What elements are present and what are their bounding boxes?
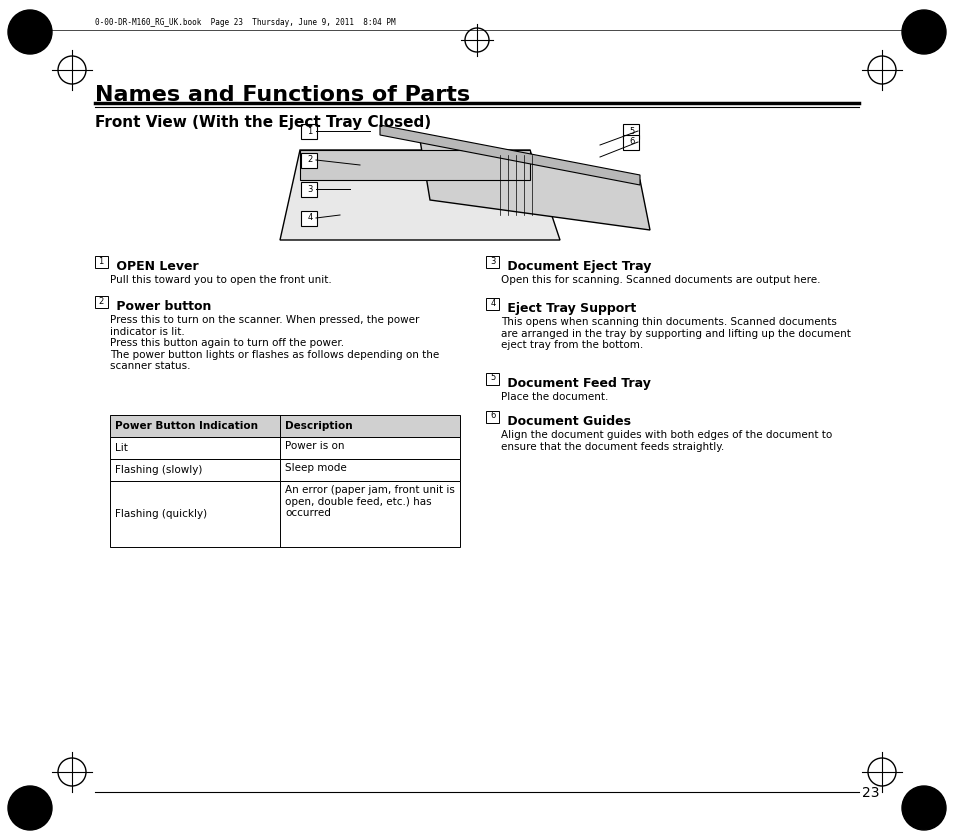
Text: Names and Functions of Parts: Names and Functions of Parts — [95, 85, 470, 105]
Text: An error (paper jam, front unit is
open, double feed, etc.) has
occurred: An error (paper jam, front unit is open,… — [285, 485, 455, 518]
Text: Flashing (slowly): Flashing (slowly) — [115, 465, 202, 475]
Text: Align the document guides with both edges of the document to
ensure that the doc: Align the document guides with both edge… — [500, 430, 831, 452]
Bar — [110, 481, 459, 547]
Text: 23: 23 — [862, 786, 879, 800]
FancyBboxPatch shape — [622, 124, 639, 139]
Bar — [110, 459, 459, 481]
Text: Front View (With the Eject Tray Closed): Front View (With the Eject Tray Closed) — [95, 115, 431, 130]
Text: Document Eject Tray: Document Eject Tray — [502, 260, 651, 273]
Text: Power button: Power button — [112, 300, 212, 313]
Text: 0-00-DR-M160_RG_UK.book  Page 23  Thursday, June 9, 2011  8:04 PM: 0-00-DR-M160_RG_UK.book Page 23 Thursday… — [95, 18, 395, 27]
Text: Sleep mode: Sleep mode — [285, 463, 346, 473]
Polygon shape — [299, 150, 530, 180]
FancyBboxPatch shape — [486, 297, 499, 309]
FancyBboxPatch shape — [94, 255, 108, 267]
Text: 1: 1 — [307, 127, 313, 135]
FancyBboxPatch shape — [301, 124, 316, 139]
Text: Flashing (quickly): Flashing (quickly) — [115, 509, 207, 519]
Text: 5: 5 — [490, 374, 496, 382]
Text: This opens when scanning thin documents. Scanned documents
are arranged in the t: This opens when scanning thin documents.… — [500, 317, 850, 350]
Circle shape — [901, 10, 945, 54]
Text: Lit: Lit — [115, 443, 128, 453]
Bar — [110, 437, 459, 459]
Polygon shape — [280, 150, 559, 240]
Text: OPEN Lever: OPEN Lever — [112, 260, 198, 273]
Text: Open this for scanning. Scanned documents are output here.: Open this for scanning. Scanned document… — [500, 275, 820, 285]
Circle shape — [901, 786, 945, 830]
Text: 3: 3 — [307, 185, 313, 193]
Text: 1: 1 — [98, 256, 104, 265]
Text: 4: 4 — [490, 298, 496, 307]
Text: Place the document.: Place the document. — [500, 392, 608, 402]
Text: Power Button Indication: Power Button Indication — [115, 421, 257, 431]
Circle shape — [8, 786, 52, 830]
FancyBboxPatch shape — [622, 135, 639, 150]
Text: 6: 6 — [629, 138, 634, 146]
FancyBboxPatch shape — [94, 296, 108, 307]
FancyBboxPatch shape — [301, 211, 316, 226]
Bar — [110, 415, 459, 437]
Text: Document Feed Tray: Document Feed Tray — [502, 377, 650, 390]
FancyBboxPatch shape — [486, 255, 499, 267]
Text: Pull this toward you to open the front unit.: Pull this toward you to open the front u… — [110, 275, 332, 285]
Circle shape — [8, 10, 52, 54]
Text: 2: 2 — [98, 297, 104, 306]
Text: 3: 3 — [490, 256, 496, 265]
Text: 6: 6 — [490, 412, 496, 421]
FancyBboxPatch shape — [486, 372, 499, 385]
FancyBboxPatch shape — [301, 182, 316, 197]
Text: Press this to turn on the scanner. When pressed, the power
indicator is lit.
Pre: Press this to turn on the scanner. When … — [110, 315, 438, 371]
Text: 5: 5 — [629, 127, 634, 135]
Text: 2: 2 — [307, 155, 313, 165]
Text: Power is on: Power is on — [285, 441, 344, 451]
FancyBboxPatch shape — [301, 153, 316, 168]
Text: Document Guides: Document Guides — [502, 415, 630, 428]
Text: Eject Tray Support: Eject Tray Support — [502, 302, 636, 315]
Text: Description: Description — [285, 421, 353, 431]
Polygon shape — [379, 125, 639, 185]
FancyBboxPatch shape — [486, 411, 499, 423]
Text: 4: 4 — [307, 213, 313, 223]
Polygon shape — [419, 140, 649, 230]
